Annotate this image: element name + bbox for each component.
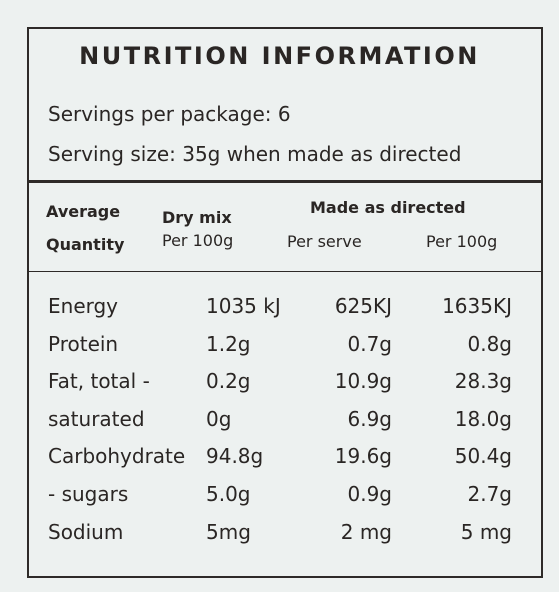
nutrient-name: saturated — [48, 406, 145, 431]
nutrient-value: 1035 kJ — [206, 294, 281, 318]
nutrient-value: 5mg — [206, 519, 251, 544]
nutrient-name: Carbohydrate — [48, 444, 186, 469]
label-border — [27, 27, 543, 578]
nutrient-value: 0.9g — [347, 482, 392, 506]
nutrient-value: 0.7g — [347, 331, 392, 356]
nutrient-value: 28.3g — [454, 369, 512, 394]
nutrient-value: 0g — [206, 406, 232, 431]
servings: Servings per package: 6 — [48, 102, 291, 126]
col-header: Dry mix — [162, 208, 232, 227]
nutrient-value: 2.7g — [467, 482, 512, 506]
nutrient-name: Energy — [48, 294, 119, 318]
col-header: Quantity — [46, 235, 125, 254]
col-header: Average — [46, 202, 121, 221]
title: NUTRITION INFORMATION — [79, 42, 480, 70]
col-subheader: Per serve — [287, 232, 362, 251]
nutrient-name: Protein — [48, 331, 119, 356]
nutrient-value: 50.4g — [454, 444, 512, 469]
nutrient-value: 2 mg — [340, 519, 392, 544]
nutrient-value: 1635KJ — [442, 294, 512, 318]
nutrient-value: 5.0g — [206, 482, 251, 506]
nutrient-value: 625KJ — [334, 294, 392, 318]
nutrient-name: Sodium — [48, 519, 124, 544]
col-subheader: Per 100g — [426, 232, 498, 251]
nutrient-value: 0.2g — [206, 369, 251, 394]
nutrient-value: 1.2g — [206, 331, 251, 356]
col-subheader: Per 100g — [162, 231, 234, 250]
col-header: Made as directed — [310, 198, 466, 217]
nutrient-value: 94.8g — [206, 444, 264, 469]
nutrient-value: 18.0g — [454, 406, 512, 431]
nutrient-value: 19.6g — [334, 444, 392, 469]
nutrient-value: 5 mg — [460, 519, 512, 544]
nutrient-value: 10.9g — [334, 369, 392, 394]
divider — [27, 180, 543, 183]
divider — [27, 271, 543, 272]
nutrient-value: 6.9g — [347, 406, 392, 431]
nutrient-name: Fat, total - — [48, 369, 150, 394]
nutrient-name: - sugars — [48, 482, 129, 506]
serving-size: Serving size: 35g when made as directed — [48, 142, 462, 166]
nutrient-value: 0.8g — [467, 331, 512, 356]
